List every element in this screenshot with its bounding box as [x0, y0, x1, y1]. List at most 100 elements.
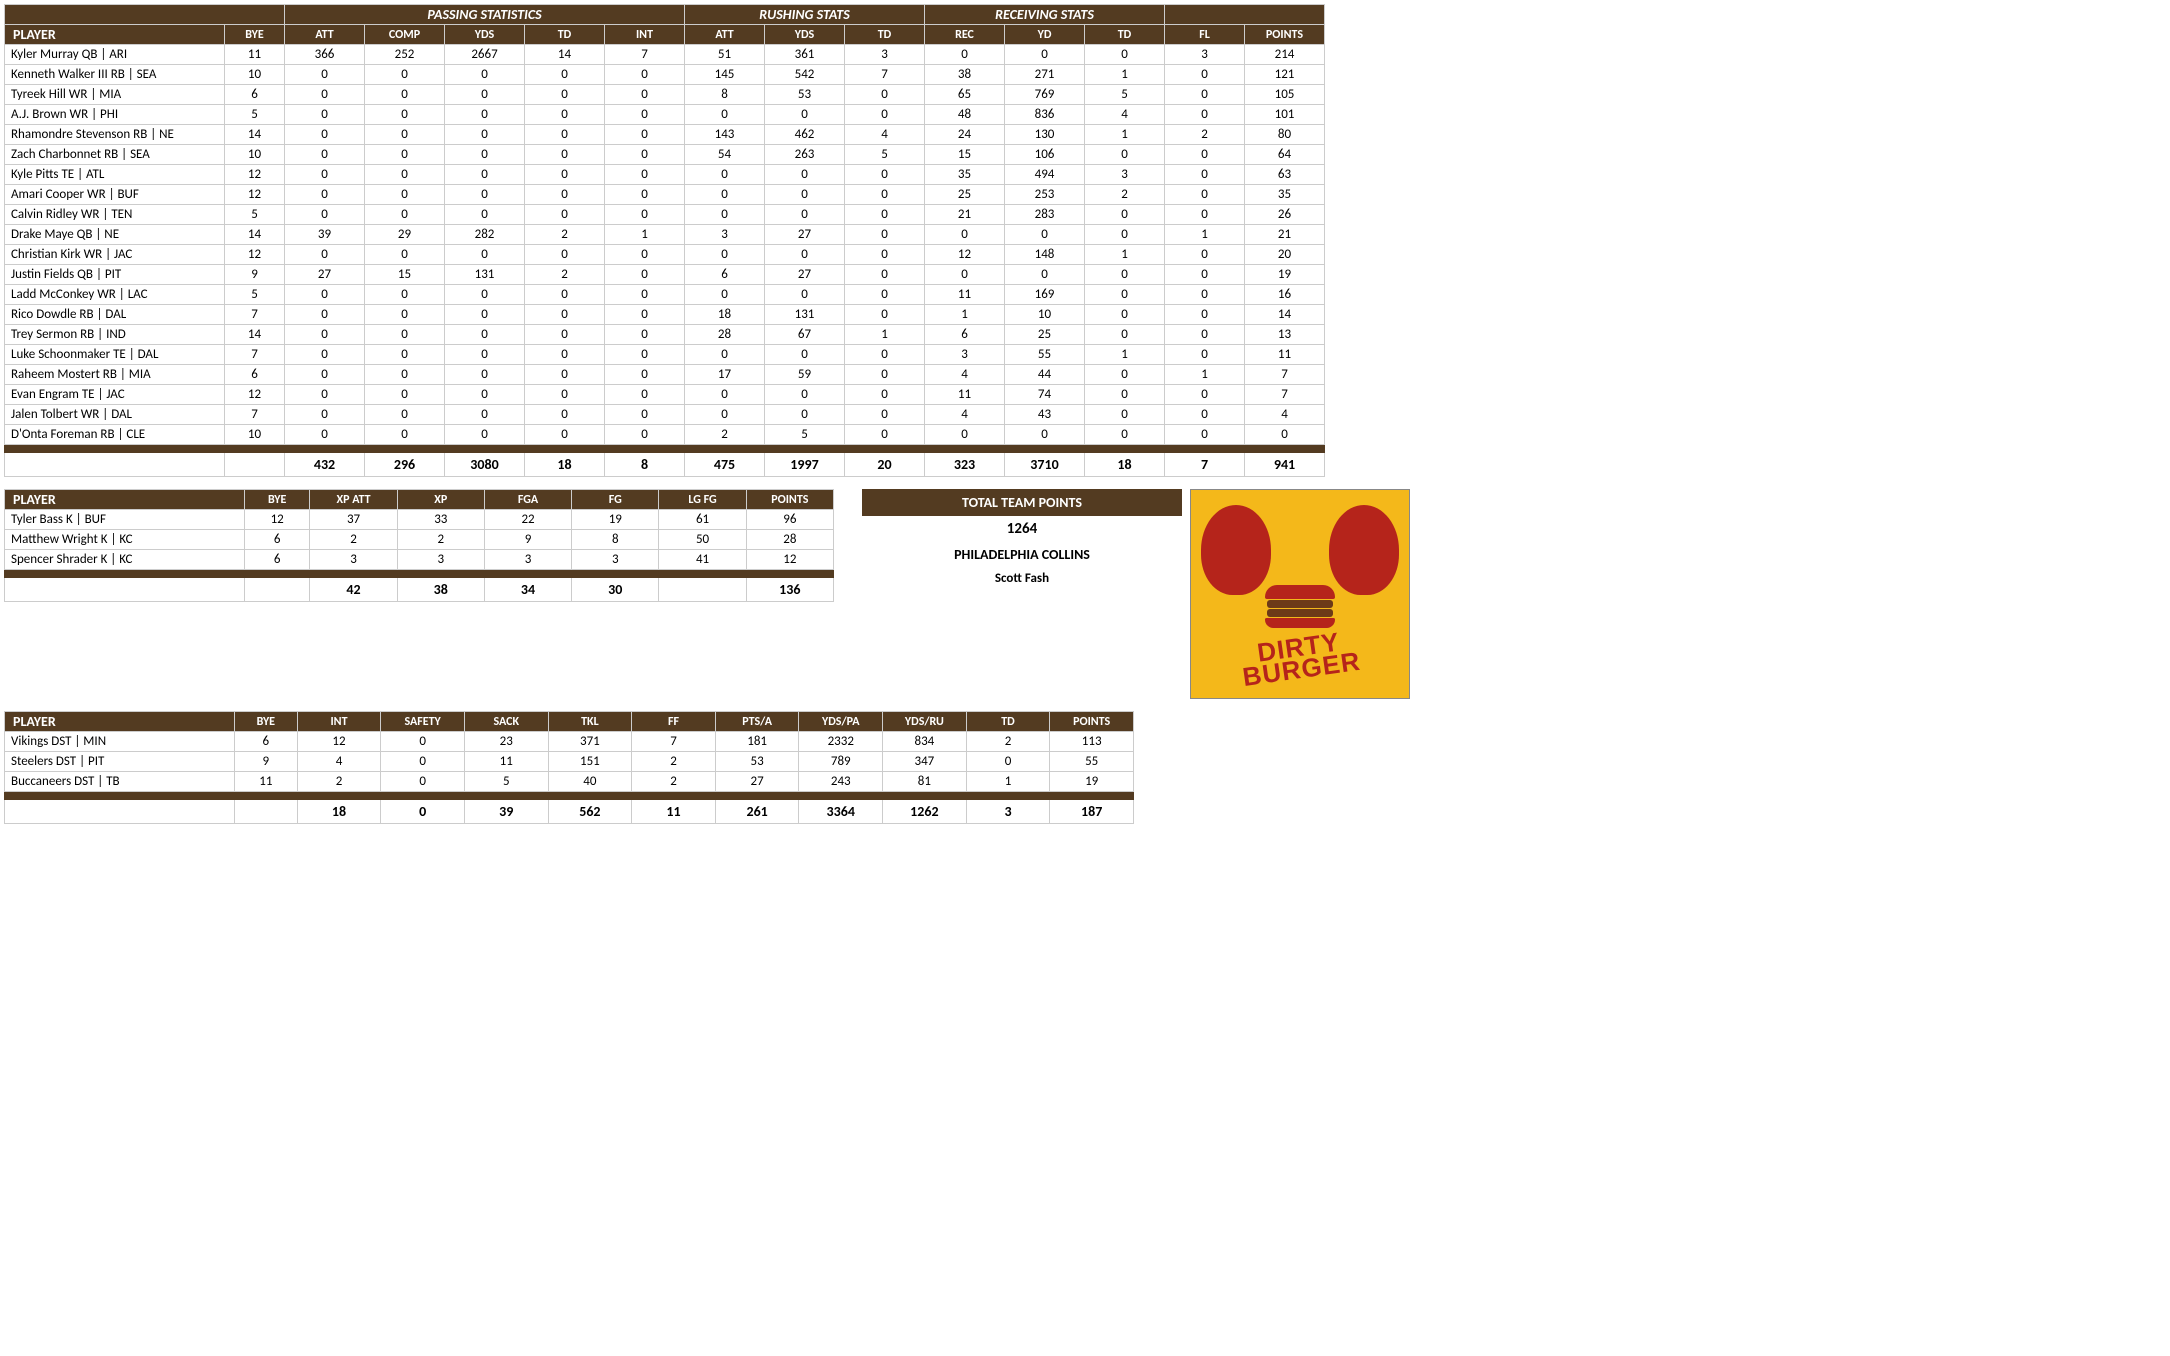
table-row: Vikings DST | MIN61202337171812332834211… [5, 732, 1134, 752]
stat-cell: 0 [1085, 385, 1165, 405]
stat-cell: 148 [1005, 245, 1085, 265]
col-header: PLAYER [5, 490, 245, 510]
stat-cell: 0 [685, 285, 765, 305]
stat-cell: 0 [1085, 425, 1165, 445]
stat-cell: 96 [746, 510, 833, 530]
stat-cell: 2 [525, 225, 605, 245]
stat-cell: 0 [685, 105, 765, 125]
stat-cell: 0 [1245, 425, 1325, 445]
total-cell: 3364 [799, 800, 883, 824]
stat-cell: 7 [225, 305, 285, 325]
player-cell: Vikings DST | MIN [5, 732, 235, 752]
col-header: FGA [484, 490, 571, 510]
stat-cell: 0 [285, 65, 365, 85]
stat-cell: 0 [1165, 325, 1245, 345]
stat-cell: 3 [572, 550, 659, 570]
table-row: Rhamondre Stevenson RB | NE1400000143462… [5, 125, 1325, 145]
stat-cell: 143 [685, 125, 765, 145]
col-header: YDS/PA [799, 712, 883, 732]
stat-cell: 0 [605, 285, 685, 305]
stat-cell: 6 [225, 85, 285, 105]
table-row: Calvin Ridley WR | TEN500000000212830026 [5, 205, 1325, 225]
stat-cell: 0 [525, 325, 605, 345]
col-header: PTS/A [715, 712, 799, 732]
stat-cell: 0 [445, 65, 525, 85]
stat-cell: 0 [845, 185, 925, 205]
stat-cell: 0 [525, 405, 605, 425]
stat-cell: 14 [225, 125, 285, 145]
stat-cell: 0 [685, 165, 765, 185]
kickers-table: PLAYERBYEXP ATTXPFGAFGLG FGPOINTS Tyler … [4, 489, 834, 602]
stat-cell: 14 [225, 225, 285, 245]
stat-cell: 0 [605, 105, 685, 125]
stat-cell: 282 [445, 225, 525, 245]
stat-cell: 4 [925, 365, 1005, 385]
stat-cell: 64 [1245, 145, 1325, 165]
totals-row: 43229630801884751997203233710187941 [5, 453, 1325, 477]
stat-cell: 0 [525, 425, 605, 445]
stat-cell: 1 [1165, 225, 1245, 245]
player-cell: D'Onta Foreman RB | CLE [5, 425, 225, 445]
stat-cell: 0 [365, 425, 445, 445]
player-cell: Steelers DST | PIT [5, 752, 235, 772]
stat-cell: 0 [365, 325, 445, 345]
stat-cell: 0 [845, 405, 925, 425]
stat-cell: 11 [225, 45, 285, 65]
stat-cell: 67 [765, 325, 845, 345]
col-header: BYE [225, 25, 285, 45]
stat-cell: 347 [883, 752, 967, 772]
stat-cell: 4 [297, 752, 381, 772]
col-header: TKL [548, 712, 632, 732]
stat-cell: 253 [1005, 185, 1085, 205]
total-cell [5, 578, 245, 602]
stat-cell: 0 [445, 365, 525, 385]
stat-cell: 0 [765, 205, 845, 225]
stat-cell: 462 [765, 125, 845, 145]
stat-cell: 6 [225, 365, 285, 385]
stat-cell: 0 [925, 225, 1005, 245]
logo-face-left [1201, 505, 1271, 595]
col-header: FL [1165, 25, 1245, 45]
stat-cell: 2 [310, 530, 397, 550]
col-header: POINTS [1050, 712, 1134, 732]
total-cell [5, 800, 235, 824]
stat-cell: 0 [445, 245, 525, 265]
stat-cell: 4 [925, 405, 1005, 425]
stat-cell: 0 [685, 405, 765, 425]
stat-cell: 0 [765, 165, 845, 185]
stat-cell: 12 [746, 550, 833, 570]
stat-cell: 0 [765, 105, 845, 125]
stat-cell: 0 [605, 385, 685, 405]
stat-cell: 0 [765, 345, 845, 365]
stat-cell: 151 [548, 752, 632, 772]
stat-cell: 0 [365, 345, 445, 365]
table-row: Spencer Shrader K | KC633334112 [5, 550, 834, 570]
stat-cell: 0 [365, 125, 445, 145]
stat-cell: 0 [605, 205, 685, 225]
player-cell: Kyle Pitts TE | ATL [5, 165, 225, 185]
stat-cell: 19 [572, 510, 659, 530]
player-cell: Christian Kirk WR | JAC [5, 245, 225, 265]
stat-cell: 12 [225, 185, 285, 205]
stat-cell: 0 [525, 345, 605, 365]
stat-cell: 25 [1005, 325, 1085, 345]
stat-cell: 13 [1245, 325, 1325, 345]
stat-cell: 0 [365, 245, 445, 265]
stat-cell: 12 [244, 510, 309, 530]
stat-cell: 9 [484, 530, 571, 550]
stat-cell: 8 [685, 85, 765, 105]
stat-cell: 63 [1245, 165, 1325, 185]
group-rushing: RUSHING STATS [685, 5, 925, 25]
stat-cell: 0 [1165, 385, 1245, 405]
player-cell: Amari Cooper WR | BUF [5, 185, 225, 205]
stat-cell: 0 [525, 385, 605, 405]
stat-cell: 51 [685, 45, 765, 65]
col-header: TD [845, 25, 925, 45]
col-header: SACK [464, 712, 548, 732]
player-cell: Drake Maye QB | NE [5, 225, 225, 245]
stat-cell: 0 [525, 245, 605, 265]
stat-cell: 59 [765, 365, 845, 385]
stat-cell: 10 [225, 425, 285, 445]
col-header: COMP [365, 25, 445, 45]
stat-cell: 0 [1165, 85, 1245, 105]
